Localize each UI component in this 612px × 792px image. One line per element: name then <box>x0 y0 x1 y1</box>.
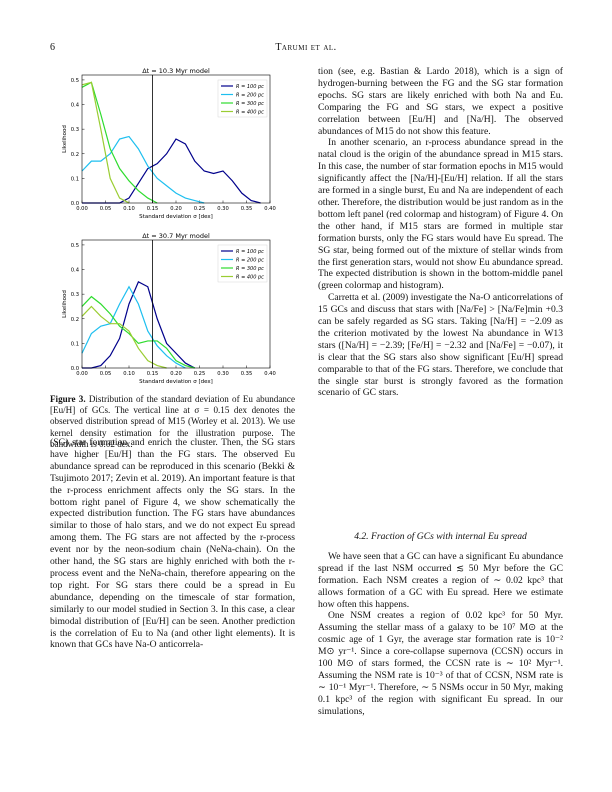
caption-text: Distribution of the standard deviation o… <box>50 394 295 449</box>
paragraph: In another scenario, an r-process abunda… <box>318 137 563 292</box>
x-axis-label: Standard deviation σ [dex] <box>139 379 213 385</box>
running-head: Tarumi et al. <box>275 42 337 53</box>
paragraph: We have seen that a GC can have a signif… <box>318 550 563 610</box>
legend-label: R = 100 pc <box>236 249 264 255</box>
legend-label: R = 200 pc <box>236 93 264 99</box>
caption-label: Figure 3. <box>50 394 86 404</box>
chart-title: Δt = 30.7 Myr model <box>142 232 210 240</box>
axes-frame <box>81 239 271 369</box>
x-tick-label: 0.20 <box>170 206 182 212</box>
y-axis-label: Likelihood <box>62 125 68 153</box>
section-heading: 4.2. Fraction of GCs with internal Eu sp… <box>354 531 527 542</box>
x-tick-label: 0.15 <box>147 206 159 212</box>
x-tick-label: 0.00 <box>76 371 88 377</box>
paragraph: Carretta et al. (2009) investigate the N… <box>318 292 563 399</box>
line-series <box>81 305 167 369</box>
x-tick-label: 0.15 <box>147 371 159 377</box>
y-axis-label: Likelihood <box>62 290 68 318</box>
x-tick-label: 0.10 <box>123 206 135 212</box>
y-tick-label: 0.1 <box>71 176 79 182</box>
x-tick-label: 0.30 <box>217 371 229 377</box>
axes-frame <box>81 74 271 204</box>
paragraph: (SG) star formation and enrich the clust… <box>50 437 295 651</box>
y-tick-label: 0.5 <box>71 78 79 84</box>
y-tick-label: 0.0 <box>71 366 79 372</box>
paragraph: One NSM creates a region of 0.02 kpc³ fo… <box>318 610 563 717</box>
line-series <box>81 135 205 204</box>
x-tick-label: 0.35 <box>241 206 253 212</box>
page-number: 6 <box>50 42 55 53</box>
x-tick-label: 0.00 <box>76 206 88 212</box>
y-tick-label: 0.0 <box>71 201 79 207</box>
x-axis-label: Standard deviation σ [dex] <box>139 214 213 220</box>
x-tick-label: 0.25 <box>194 206 206 212</box>
y-tick-label: 0.1 <box>71 341 79 347</box>
legend-label: R = 100 pc <box>236 84 264 90</box>
left-column: (SG) star formation and enrich the clust… <box>50 437 295 651</box>
x-tick-label: 0.40 <box>264 206 276 212</box>
y-tick-label: 0.4 <box>71 103 80 109</box>
x-tick-label: 0.10 <box>123 371 135 377</box>
x-tick-label: 0.20 <box>170 371 182 377</box>
paragraph: tion (see, e.g. Bastian & Lardo 2018), w… <box>318 66 563 137</box>
legend-label: R = 300 pc <box>236 101 264 107</box>
line-series <box>81 295 195 369</box>
y-tick-label: 0.2 <box>71 317 79 323</box>
x-tick-label: 0.35 <box>241 371 253 377</box>
line-series <box>81 285 186 369</box>
y-tick-label: 0.3 <box>71 292 79 298</box>
line-series <box>81 81 158 204</box>
x-tick-label: 0.30 <box>217 206 229 212</box>
legend-label: R = 300 pc <box>236 266 264 272</box>
y-tick-label: 0.4 <box>71 268 80 274</box>
x-tick-label: 0.05 <box>100 371 112 377</box>
x-tick-label: 0.05 <box>100 206 112 212</box>
line-series <box>82 281 196 369</box>
chart-title: Δt = 10.3 Myr model <box>142 67 210 75</box>
legend-label: R = 400 pc <box>236 275 264 281</box>
section: 4.2. Fraction of GCs with internal Eu sp… <box>318 531 563 718</box>
legend-label: R = 200 pc <box>236 258 264 264</box>
y-tick-label: 0.2 <box>71 152 79 158</box>
legend-label: R = 400 pc <box>236 110 264 116</box>
right-column: tion (see, e.g. Bastian & Lardo 2018), w… <box>318 66 563 399</box>
y-tick-label: 0.5 <box>71 243 79 249</box>
x-tick-label: 0.25 <box>194 371 206 377</box>
caption: Figure 3. Distribution of the standard d… <box>50 394 295 450</box>
x-tick-label: 0.40 <box>264 371 276 377</box>
line-series <box>81 81 130 204</box>
y-tick-label: 0.3 <box>71 127 79 133</box>
